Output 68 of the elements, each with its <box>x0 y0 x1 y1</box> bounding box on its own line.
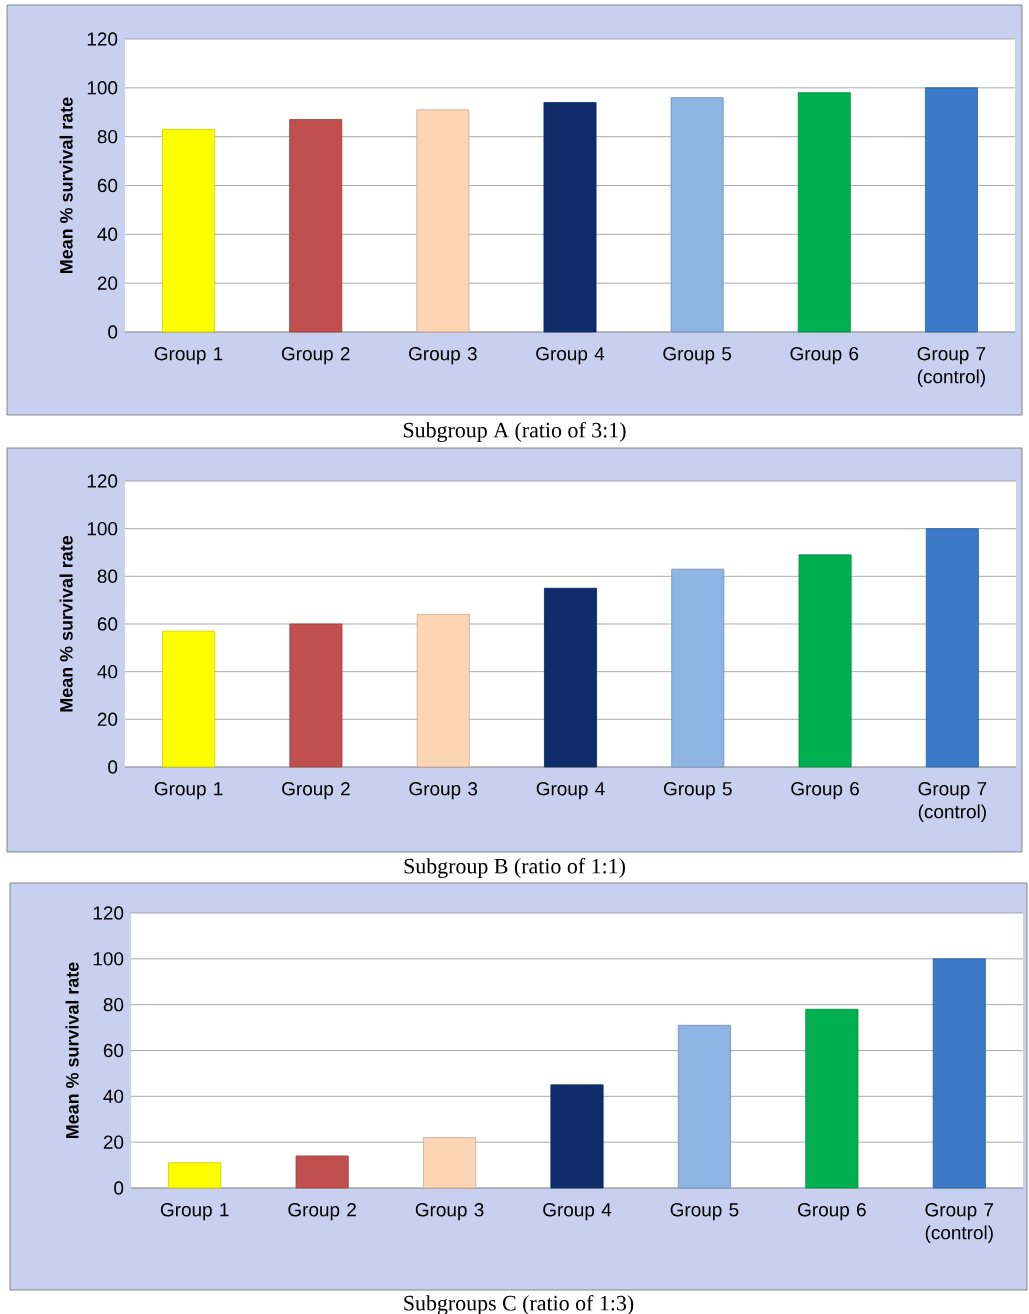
bar <box>544 587 597 768</box>
y-tick-label: 40 <box>97 227 118 242</box>
x-tick-label: Group 7 (control) <box>917 347 986 388</box>
bar <box>798 554 852 768</box>
y-tick-label: 60 <box>103 1043 124 1058</box>
x-tick-label: Group 3 <box>409 347 477 365</box>
y-axis-title: Mean % survival rate <box>59 535 73 712</box>
y-tick-label: 20 <box>97 276 118 290</box>
bar <box>416 614 470 768</box>
text: Subgroup A (ratio of 3:1) <box>403 421 626 443</box>
bar <box>289 623 343 768</box>
x-tick-label: Group 2 <box>281 347 350 365</box>
x-tick-label: Group 4 <box>536 782 605 800</box>
x-tick-label: Group 2 <box>282 782 350 800</box>
bar <box>924 87 978 333</box>
bar <box>289 119 343 333</box>
y-tick-label: 120 <box>87 32 118 46</box>
bar <box>543 102 597 333</box>
x-tick-label: Group 2 <box>288 1203 356 1221</box>
x-tick-label: Group 7 (control) <box>918 782 987 823</box>
y-tick-label: 60 <box>97 617 118 631</box>
y-tick-label: 40 <box>103 1089 124 1104</box>
y-tick-label: 0 <box>114 1181 124 1195</box>
bar <box>677 1024 731 1189</box>
y-tick-label: 60 <box>97 178 118 193</box>
y-tick-label: 80 <box>97 129 118 144</box>
y-tick-label: 120 <box>87 474 118 488</box>
x-tick-label: Group 3 <box>409 782 478 800</box>
bar <box>168 1162 222 1189</box>
y-tick-label: 0 <box>108 760 118 774</box>
x-tick-label: Group 4 <box>536 347 605 365</box>
x-tick-label: Group 3 <box>415 1203 484 1221</box>
y-axis-title: Mean % survival rate <box>65 962 79 1139</box>
y-tick-label: 80 <box>103 997 124 1012</box>
bar <box>423 1137 477 1189</box>
bar <box>416 109 470 333</box>
bar <box>932 958 986 1189</box>
x-tick-label: Group 5 <box>670 1203 739 1221</box>
bar <box>162 630 216 768</box>
x-tick-label: Group 5 <box>664 782 732 800</box>
x-tick-label: Group 4 <box>543 1203 612 1221</box>
y-tick-label: 100 <box>87 521 118 536</box>
y-axis-title: Mean % survival rate <box>59 97 73 274</box>
y-tick-label: 0 <box>108 325 118 339</box>
bar <box>550 1084 604 1189</box>
y-tick-label: 80 <box>97 569 118 584</box>
y-tick-label: 40 <box>97 664 118 679</box>
x-tick-label: Group 6 <box>791 782 859 800</box>
text: Subgroup B (ratio of 1:1) <box>404 857 625 879</box>
bar <box>671 568 725 768</box>
y-tick-label: 20 <box>103 1135 124 1149</box>
y-tick-label: 120 <box>93 906 124 920</box>
x-tick-label: Group 5 <box>663 347 732 365</box>
bar <box>295 1155 349 1189</box>
bar <box>925 528 979 768</box>
bar <box>805 1008 859 1189</box>
bar <box>670 97 724 333</box>
y-tick-label: 20 <box>97 712 118 727</box>
x-tick-label: Group 6 <box>790 347 859 365</box>
y-tick-label: 100 <box>87 81 118 95</box>
bar <box>797 92 851 333</box>
x-tick-label: Group 7 (control) <box>925 1203 994 1244</box>
bar <box>162 128 216 333</box>
x-tick-label: Group 1 <box>154 347 223 365</box>
y-tick-label: 100 <box>93 952 124 966</box>
x-tick-label: Group 1 <box>160 1203 229 1221</box>
x-tick-label: Group 1 <box>154 782 223 800</box>
x-tick-label: Group 6 <box>798 1203 866 1221</box>
